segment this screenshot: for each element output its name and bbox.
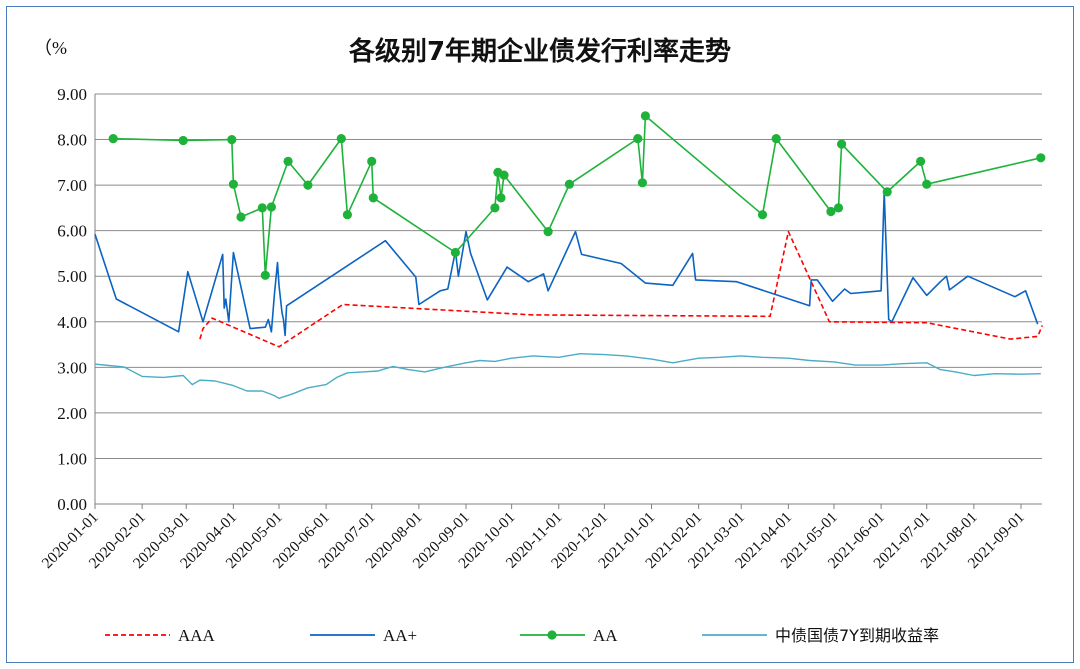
aa-point <box>336 134 346 144</box>
aa-point <box>499 170 509 180</box>
y-tick-label: 5.00 <box>57 267 87 286</box>
aa-point <box>771 134 781 144</box>
series-line-aaa <box>199 230 1044 348</box>
y-tick-labels: 0.00 1.00 2.00 3.00 4.00 5.00 6.00 7.00 8.00 9.00 <box>57 85 87 514</box>
legend-marker <box>547 630 557 640</box>
aa-point <box>257 203 267 213</box>
aa-point <box>543 227 553 237</box>
y-tick-label: 8.00 <box>57 131 87 150</box>
legend-label: 中债国债7Y到期收益率 <box>775 626 939 645</box>
aa-point <box>1036 153 1046 163</box>
aa-point <box>637 178 648 188</box>
aa-point <box>496 193 506 203</box>
aa-point <box>368 193 378 203</box>
aa-point <box>826 206 836 217</box>
aa-point <box>283 156 293 166</box>
y-tick-label: 0.00 <box>57 495 87 514</box>
aa-point <box>922 179 932 189</box>
x-tick-labels: 2020-01-012020-02-012020-03-012020-04-01… <box>39 504 1028 572</box>
aa-point <box>236 212 246 222</box>
y-tick-label: 1.00 <box>57 449 87 468</box>
aa-point <box>833 203 844 213</box>
chart-title: 各级别7年期企业债发行利率走势 <box>348 36 731 67</box>
aa-point <box>640 111 651 121</box>
legend: AAA AA+ AA 中债国债7Y到期收益率 <box>105 626 939 645</box>
aa-point <box>564 179 575 189</box>
aa-point <box>367 156 377 166</box>
aa-point <box>227 135 237 145</box>
chart-frame <box>6 6 1074 663</box>
y-tick-label: 4.00 <box>57 313 87 332</box>
series-lines <box>94 111 1046 399</box>
y-tick-label: 6.00 <box>57 222 87 241</box>
aa-point <box>178 135 188 146</box>
series-line-aa-plus <box>94 191 1039 337</box>
grid-lines <box>94 93 1042 505</box>
series-line-cgb-7y <box>94 353 1041 399</box>
aa-point <box>228 179 238 189</box>
legend-label: AA+ <box>383 626 417 645</box>
aa-point <box>303 180 313 190</box>
aa-point <box>342 210 352 220</box>
aa-point <box>757 210 768 220</box>
aa-point <box>633 134 643 144</box>
y-axis-unit-label: （% <box>34 38 67 58</box>
aa-point <box>108 134 118 144</box>
aa-point <box>882 187 892 197</box>
aa-point <box>837 139 847 149</box>
y-tick-label: 7.00 <box>57 176 87 195</box>
y-tick-label: 9.00 <box>57 85 87 104</box>
legend-label: AAA <box>178 626 216 645</box>
aa-point <box>266 202 276 212</box>
aa-point <box>490 203 500 213</box>
legend-label: AA <box>593 626 618 645</box>
y-tick-label: 2.00 <box>57 404 87 423</box>
aa-point <box>916 156 926 166</box>
aa-point <box>260 270 270 280</box>
y-tick-label: 3.00 <box>57 358 87 377</box>
aa-point <box>450 247 460 258</box>
